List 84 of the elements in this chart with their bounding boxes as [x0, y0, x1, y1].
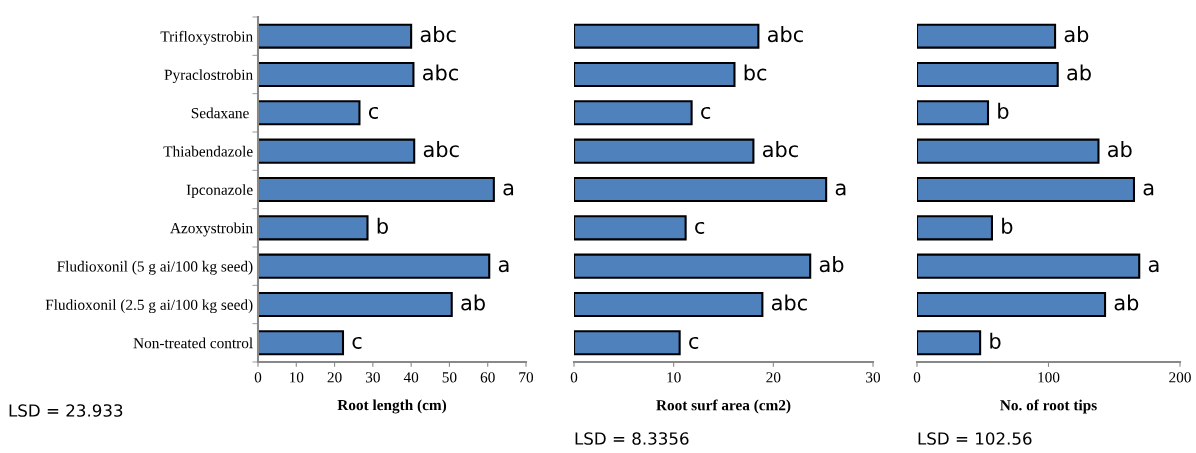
x-tick-label: 200	[1169, 372, 1191, 383]
data-label: c	[368, 106, 378, 119]
bar	[917, 291, 1107, 318]
bar	[258, 100, 361, 126]
data-label: ab	[1114, 294, 1139, 311]
data-label: b	[1002, 217, 1013, 234]
y-tick-label: Fludioxonil (2.5 g ai/100 kg seed)	[45, 299, 253, 314]
bar	[917, 23, 1057, 49]
x-tick-label: 0	[254, 372, 262, 383]
x-tick-label: 70	[519, 372, 534, 383]
data-label: ab	[1067, 64, 1091, 81]
x-tick-label: 40	[403, 372, 419, 383]
y-tick-label: Trifloxystrobin	[160, 30, 253, 45]
bar	[917, 215, 993, 241]
bar	[258, 253, 491, 279]
data-label: abc	[423, 64, 458, 81]
x-tick-label: 30	[365, 372, 380, 383]
bar	[574, 138, 755, 164]
bar	[574, 330, 681, 356]
bar	[574, 61, 736, 88]
x-tick-label: 0	[570, 372, 578, 383]
bar	[258, 138, 416, 164]
bar	[574, 291, 764, 318]
bar	[917, 100, 990, 126]
bar	[574, 253, 812, 279]
data-label: b	[990, 332, 1001, 349]
data-label: ab	[819, 256, 844, 273]
x-tick-label: 0	[913, 372, 921, 383]
data-label: c	[695, 221, 705, 234]
y-tick-label: Thiabendazole	[163, 145, 253, 157]
x-tick-label: 100	[1038, 372, 1060, 383]
bar	[917, 253, 1141, 279]
data-label: a	[1143, 183, 1154, 196]
data-label: a	[498, 260, 509, 273]
bar	[258, 291, 453, 318]
x-tick-label: 10	[667, 372, 681, 383]
data-label: bc	[744, 64, 767, 81]
bar	[258, 61, 415, 88]
data-label: c	[701, 106, 711, 119]
data-label: a	[1148, 260, 1159, 273]
data-label: c	[689, 336, 699, 349]
y-tick-label: Non-treated control	[133, 337, 253, 349]
data-label: abc	[420, 26, 456, 43]
data-label: ab	[461, 294, 485, 311]
bar	[258, 330, 345, 356]
data-label: ab	[1064, 26, 1089, 43]
y-tick-label: Pyraclostrobin	[164, 69, 253, 84]
x-axis-title: No. of root tips	[1000, 399, 1097, 414]
data-label: b	[377, 217, 388, 234]
text: LSD = 8.3356	[575, 432, 689, 445]
data-label: c	[352, 336, 362, 349]
text: LSD = 102.56	[918, 432, 1032, 445]
bar	[917, 330, 982, 356]
bar	[574, 215, 687, 241]
data-label: abc	[771, 294, 807, 311]
x-tick-label: 30	[866, 372, 881, 383]
bar	[258, 23, 413, 49]
x-tick-label: 60	[480, 372, 495, 383]
bar	[574, 23, 760, 49]
x-axis-title: Root length (cm)	[337, 399, 447, 414]
data-label: a	[835, 183, 846, 196]
y-tick-label: Fludioxonil (5 g ai/100 kg seed)	[57, 260, 253, 275]
data-label: ab	[1108, 141, 1132, 158]
x-tick-label: 10	[289, 372, 304, 383]
y-tick-label: Azoxystrobin	[170, 222, 253, 237]
x-tick-label: 50	[442, 372, 457, 383]
data-label: abc	[762, 141, 798, 158]
bar	[258, 215, 369, 241]
bar	[917, 138, 1100, 164]
bar	[917, 176, 1136, 203]
data-label: b	[998, 102, 1009, 119]
data-label: abc	[423, 141, 459, 158]
data-label: a	[503, 183, 514, 196]
y-tick-label: Ipconazole	[186, 184, 253, 199]
text: LSD = 23.933	[9, 404, 123, 417]
x-axis-title: Root surf area (cm2)	[656, 399, 791, 414]
x-tick-label: 20	[327, 372, 342, 383]
bar	[258, 176, 495, 203]
data-label: abc	[767, 26, 803, 43]
bar	[574, 176, 828, 203]
x-tick-label: 20	[766, 372, 781, 383]
bar	[917, 61, 1059, 88]
bar	[574, 100, 693, 126]
y-tick-label: Sedaxane	[191, 107, 249, 119]
